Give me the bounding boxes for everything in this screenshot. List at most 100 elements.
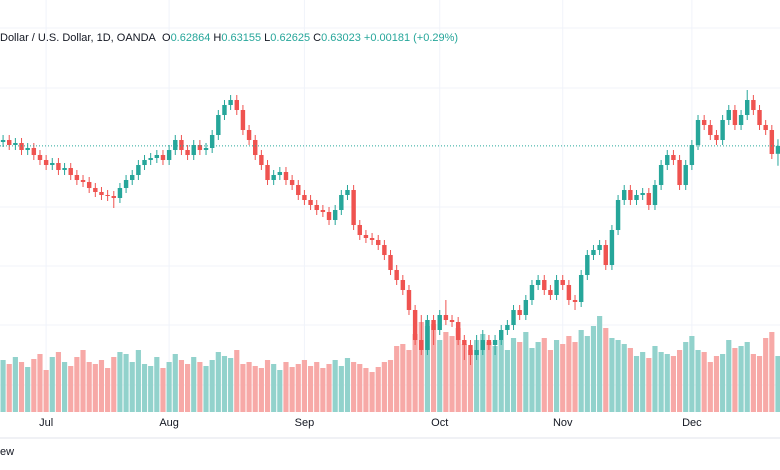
volume-bar <box>713 356 720 412</box>
volume-bar <box>400 344 406 412</box>
candle-body <box>80 180 86 182</box>
volume-bar <box>437 340 443 412</box>
legend-header: Dollar / U.S. Dollar, 1D, OANDA O0.62864… <box>0 32 458 44</box>
candle-body <box>499 330 504 340</box>
candle-body <box>222 105 227 115</box>
candle-body <box>591 250 596 255</box>
candle-body <box>578 275 584 302</box>
ohlc-label: H <box>213 32 222 44</box>
volume-bar <box>55 352 62 412</box>
candle-body <box>326 212 332 220</box>
candle-body <box>363 235 369 238</box>
volume-bar <box>597 316 603 412</box>
candle-body <box>13 143 18 145</box>
candle-body <box>652 185 658 205</box>
volume-bar <box>283 362 289 412</box>
volume-bar <box>387 360 394 412</box>
candle-body <box>462 340 467 345</box>
volume-bar <box>732 348 738 412</box>
candle-body <box>609 230 615 265</box>
volume-bar <box>92 364 98 412</box>
volume-bar <box>178 360 185 412</box>
candle-body <box>86 182 92 188</box>
change: +0.00181 (+0.29%) <box>363 32 459 44</box>
volume-bar <box>160 368 166 412</box>
candle-body <box>542 280 547 290</box>
volume-bar <box>560 344 566 412</box>
candle-body <box>376 240 381 245</box>
volume-bar <box>31 359 37 412</box>
volume-bar <box>246 362 252 412</box>
candle-body <box>517 310 522 315</box>
ohlc-label: O <box>162 32 171 44</box>
candle-body <box>142 160 147 165</box>
volume-bar <box>504 350 510 412</box>
candle-body <box>412 310 418 340</box>
candle-body <box>265 165 270 180</box>
volume-bar <box>461 344 467 412</box>
volume-bar <box>68 366 74 412</box>
volume-bar <box>535 342 541 412</box>
volume-bar <box>357 364 363 412</box>
candle-body <box>197 145 203 150</box>
candle-body <box>209 135 215 148</box>
volume-bar <box>184 364 191 412</box>
volume-bar <box>578 330 584 412</box>
volume-bar <box>603 328 609 412</box>
volume-bar <box>369 372 375 412</box>
volume-bar <box>541 338 547 412</box>
candle-body <box>228 100 233 105</box>
candle-body <box>757 110 762 125</box>
candle-body <box>302 195 307 200</box>
candle-body <box>775 145 780 154</box>
volume-bar <box>25 367 31 412</box>
candle-body <box>419 340 424 350</box>
candle-body <box>400 280 406 290</box>
volume-bar <box>763 338 769 412</box>
ohlc-value: 0.63155 <box>221 32 262 44</box>
volume-bar <box>80 350 86 412</box>
volume-bar <box>117 352 123 412</box>
volume-bar <box>43 370 49 412</box>
candle-body <box>332 210 338 220</box>
volume-bar <box>455 328 461 412</box>
candle-body <box>455 322 461 340</box>
volume-bar <box>486 342 492 412</box>
volume-bar <box>418 322 424 412</box>
candle-body <box>554 280 559 295</box>
candle-body <box>50 163 55 165</box>
volume-bar <box>203 366 209 412</box>
volume-bar <box>584 336 590 412</box>
candle-body <box>160 155 166 160</box>
candle-body <box>677 160 682 185</box>
ohlc-value: 0.62864 <box>170 32 211 44</box>
candle-body <box>572 300 578 302</box>
volume-bar <box>412 334 418 412</box>
candle-body <box>216 115 221 135</box>
volume-bar <box>738 346 744 412</box>
volume-bar <box>381 362 387 412</box>
candle-body <box>640 193 645 195</box>
volume-bar <box>529 348 535 412</box>
volume-bar <box>726 340 732 412</box>
candle-body <box>658 165 664 185</box>
volume-bar <box>332 360 338 412</box>
candle-body <box>468 345 473 355</box>
volume-bar <box>228 358 234 412</box>
candle-body <box>437 315 442 330</box>
candle-body <box>382 245 387 255</box>
candle-body <box>492 340 498 345</box>
candle-body <box>56 163 61 170</box>
candle-body <box>308 200 313 205</box>
candle-body <box>117 188 123 198</box>
candle-body <box>154 155 160 158</box>
candle-body <box>628 190 633 200</box>
volume-bar <box>252 366 258 412</box>
candle-body <box>37 155 43 160</box>
candle-body <box>548 290 553 295</box>
volume-bar <box>517 342 523 412</box>
volume-bars <box>0 316 780 412</box>
volume-bar <box>492 346 498 412</box>
ohlc-value: 0.63023 <box>321 32 361 44</box>
volume-bar <box>744 342 750 412</box>
